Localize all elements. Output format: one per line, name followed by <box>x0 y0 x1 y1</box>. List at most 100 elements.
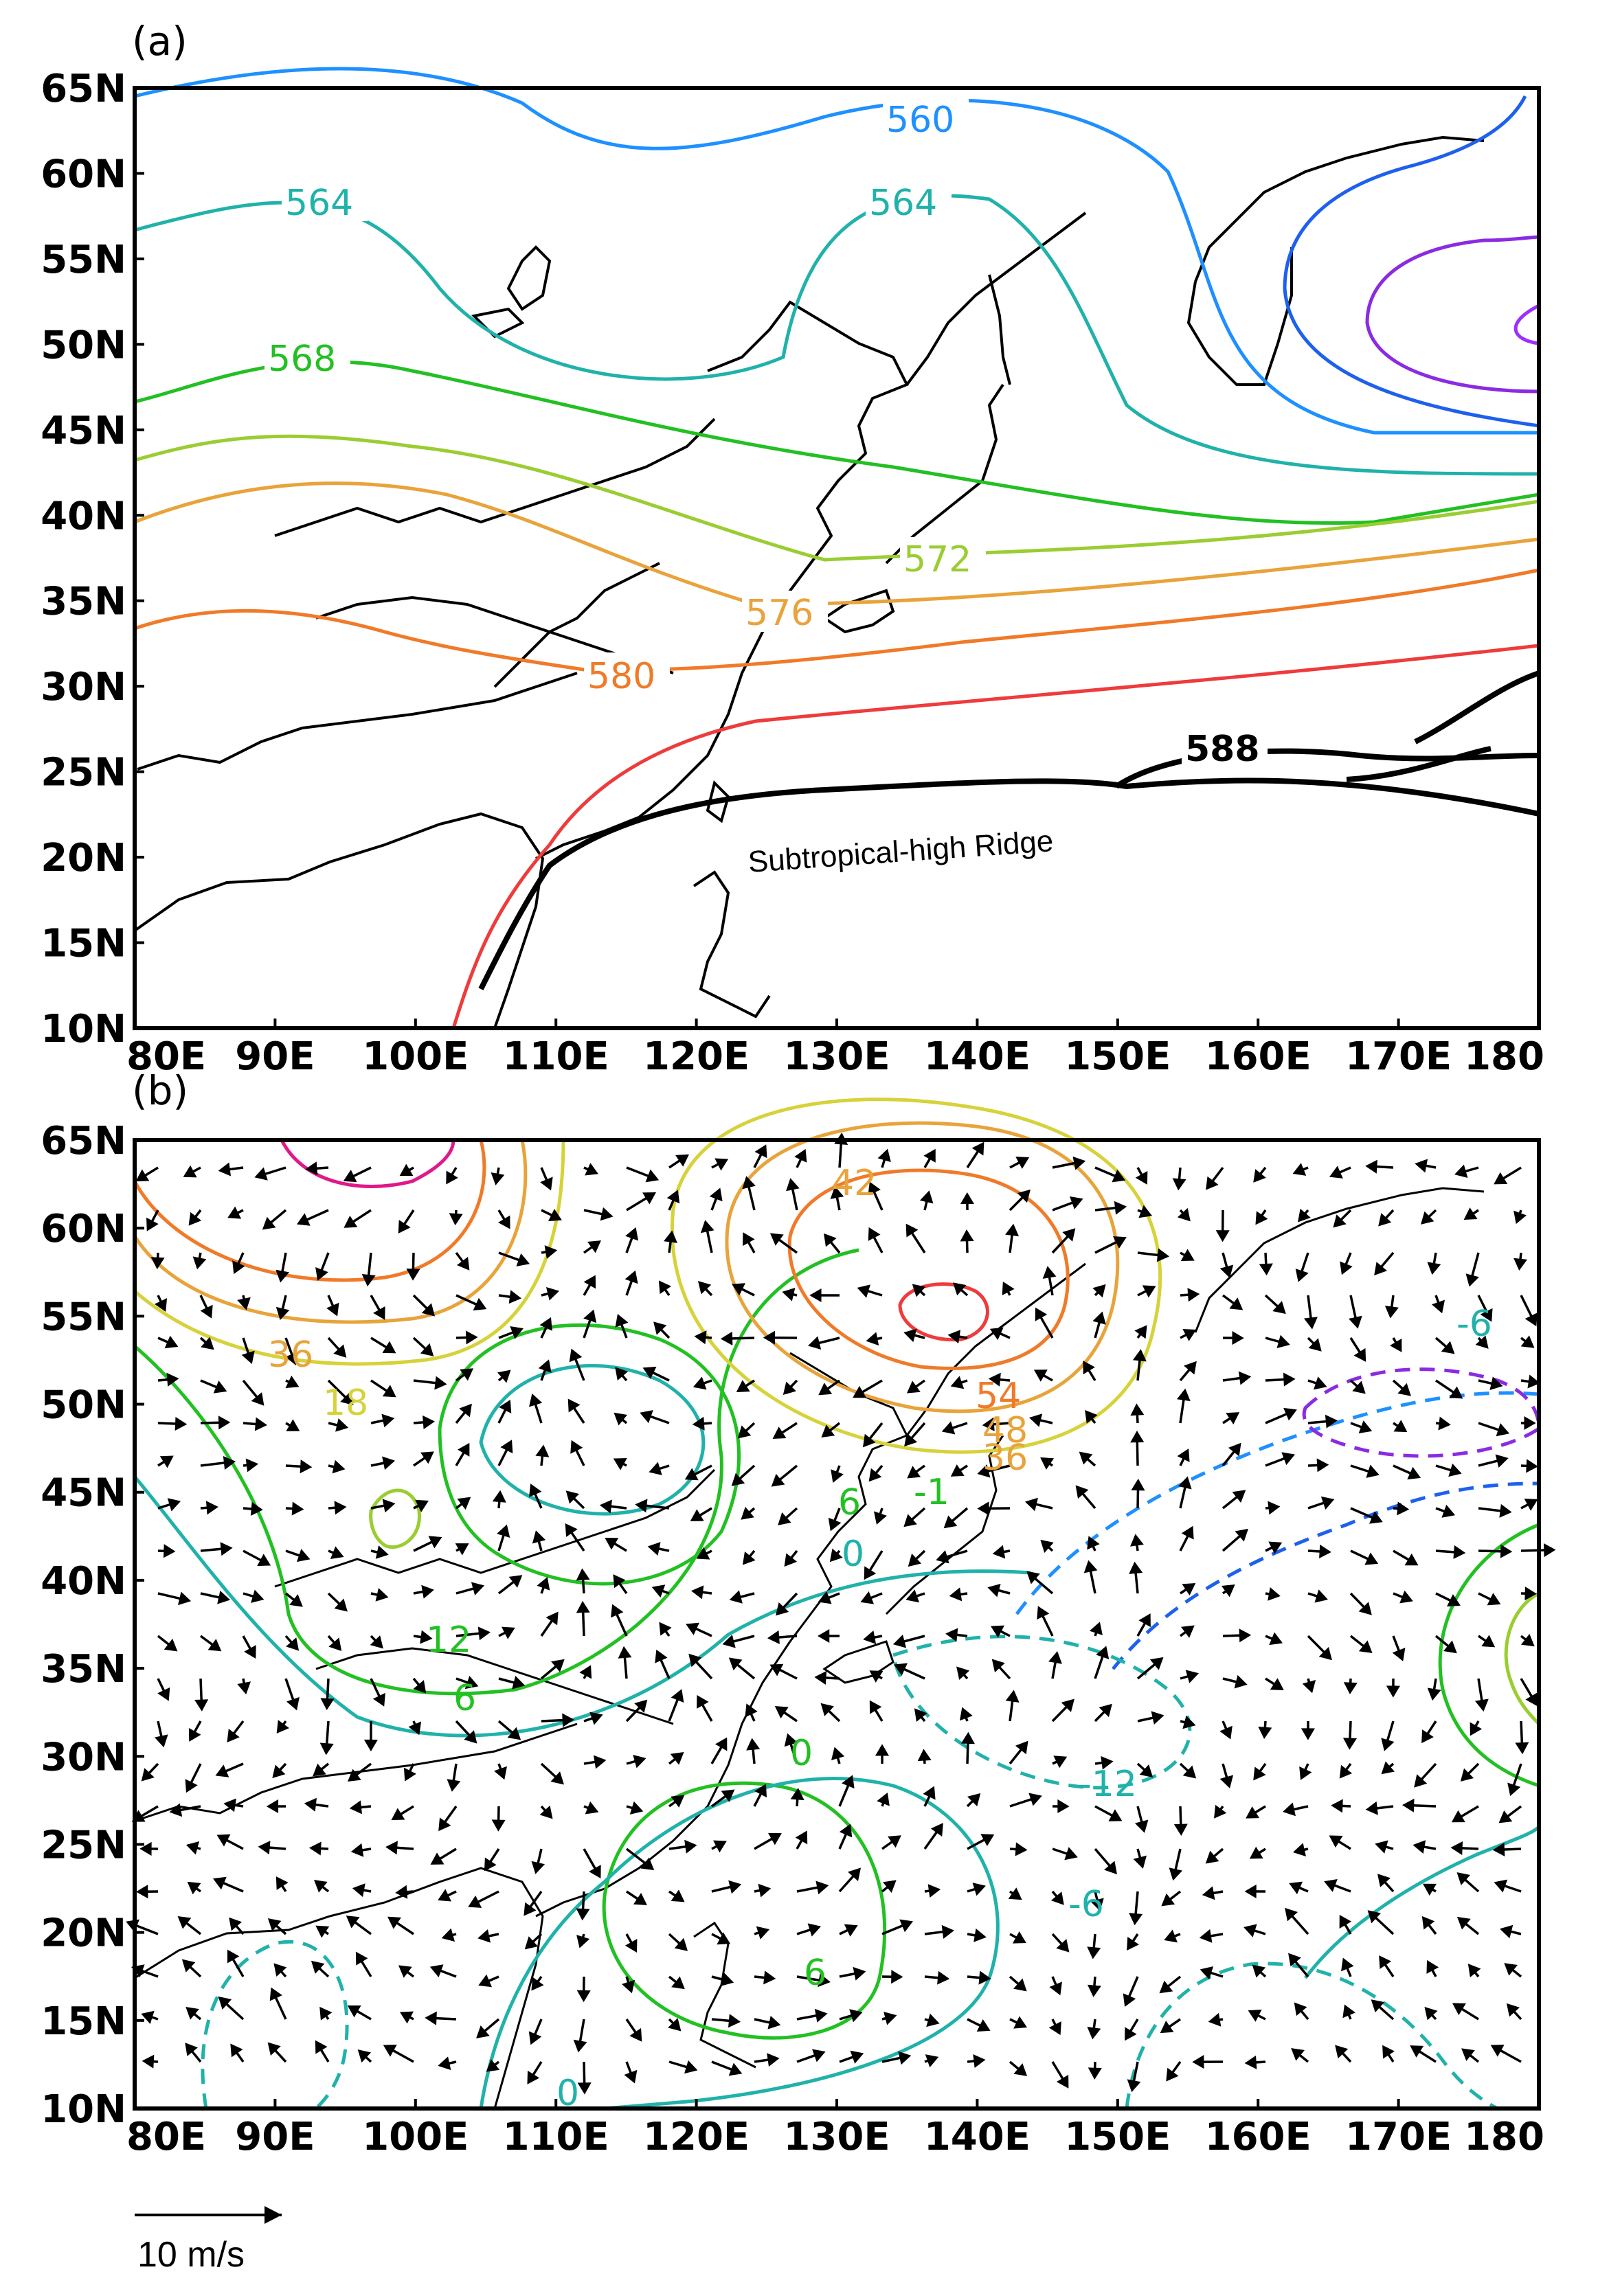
wind-vector-head <box>1441 1504 1456 1518</box>
lat-tick-label: 40N <box>41 1559 126 1604</box>
wind-vector-head <box>178 1591 192 1606</box>
wind-vector-head <box>618 1646 632 1659</box>
wind-vector-head <box>373 1306 385 1320</box>
wind-vector-head <box>251 1392 265 1406</box>
wind-vector-head <box>501 1626 515 1639</box>
wind-vector-head <box>361 1273 376 1287</box>
wind-vector-head <box>1129 1561 1143 1574</box>
wind-vector-head <box>1333 1214 1347 1228</box>
wind-vector-head <box>670 1752 684 1765</box>
lat-tick-label: 30N <box>41 665 126 709</box>
wind-vector-head <box>633 1892 647 1905</box>
wind-vector-head <box>1206 1176 1219 1190</box>
wind-vector-head <box>296 1549 311 1562</box>
lat-tick-label: 60N <box>41 1207 126 1251</box>
wind-vector-head <box>497 1369 511 1383</box>
wind-vector-head <box>250 1501 263 1516</box>
wind-vector-head <box>334 1501 347 1515</box>
wind-vector-head <box>1525 1692 1538 1707</box>
wind-vector-head <box>684 2060 698 2074</box>
wind-vector-head <box>141 2010 155 2024</box>
wind-vector-head <box>1040 1539 1054 1553</box>
wind-vector-head <box>977 1464 991 1478</box>
wind-vector-head <box>200 1304 213 1319</box>
wind-vector-head <box>809 1288 822 1303</box>
wind-vector-head <box>1313 1376 1327 1390</box>
contour-580 <box>134 568 1540 672</box>
wind-vector-head <box>477 1929 491 1943</box>
lon-tick-label: 130E <box>783 1034 890 1079</box>
wind-vector-head <box>1463 1207 1478 1220</box>
wind-vector-head <box>1339 1915 1352 1929</box>
wind-vector-head <box>1320 1496 1335 1510</box>
contour-low-outer <box>1283 95 1540 428</box>
wind-vector-head <box>1268 1587 1281 1601</box>
wind-vector-head <box>434 1376 447 1390</box>
wind-vector-head <box>1049 1981 1062 1996</box>
wind-vector-head <box>275 1269 290 1283</box>
wind-vector-head <box>776 1602 789 1616</box>
lon-tick-label: 80E <box>126 2115 206 2159</box>
wind-vector-head <box>1340 1261 1353 1275</box>
wind-vector-head <box>1498 1810 1513 1823</box>
wind-vector-head <box>655 1649 668 1663</box>
wind-vector-head <box>1386 1685 1400 1698</box>
clabel-b-neg6-ne: -6 <box>1456 1304 1492 1345</box>
wind-vector-head <box>1427 1687 1441 1701</box>
wind-vector-head <box>370 1635 383 1649</box>
wind-vector-head <box>600 1207 614 1221</box>
clabel-568: 568 <box>268 339 336 380</box>
wind-vector-head <box>507 1727 521 1740</box>
wind-vector-head <box>1083 1560 1098 1573</box>
wind-vector-head <box>1235 1528 1249 1542</box>
wind-vector-head <box>621 1979 635 1994</box>
wind-vector-head <box>866 1332 879 1346</box>
wind-vector-head <box>569 1348 583 1363</box>
wind-vector-head <box>510 1326 524 1339</box>
wind-vector-head <box>266 1799 279 1814</box>
wind-vector-head <box>1422 1883 1437 1896</box>
wind-vector-head <box>304 1797 317 1812</box>
wind-vector-head <box>528 2031 542 2045</box>
wind-vector-head <box>320 1698 335 1711</box>
wind-vector-head <box>684 1468 699 1481</box>
contour-b-ring1 <box>725 1121 1120 1413</box>
lon-tick-label: 80E <box>126 1034 206 1079</box>
wind-vector-head <box>1339 1764 1353 1779</box>
wind-vector-head <box>1253 1169 1266 1183</box>
wind-vector-head <box>1177 1448 1190 1462</box>
wind-vector-head <box>1125 2027 1137 2041</box>
wind-vector-head <box>1005 1690 1020 1703</box>
wind-vector-head <box>728 2062 743 2076</box>
wind-vector-head <box>950 1376 965 1389</box>
lon-tick-label: 180 <box>1464 2115 1544 2159</box>
wind-vector-head <box>1299 1766 1312 1780</box>
wind-vector-head <box>694 1330 707 1345</box>
wind-vector-head <box>159 1455 174 1468</box>
lat-tick-label: 25N <box>41 751 126 795</box>
wind-vector-head <box>1500 1924 1513 1939</box>
wind-vector-head <box>888 1835 901 1848</box>
wind-vector-head <box>868 1227 881 1241</box>
wind-vector-head <box>332 1459 346 1474</box>
wind-vector-head <box>758 1883 772 1898</box>
wind-vector-head <box>164 1335 179 1349</box>
clabel-b-48: 48 <box>982 1410 1028 1451</box>
wind-vector-head <box>313 1763 326 1777</box>
wind-vector-head <box>201 1337 214 1350</box>
wind-vector-head <box>1253 1766 1266 1781</box>
lon-tick-label: 110E <box>503 1034 609 1079</box>
wind-vector-head <box>455 1543 469 1556</box>
wind-vector-head <box>863 1630 877 1644</box>
wind-vector-head <box>532 1530 546 1544</box>
wind-vector-head <box>807 1923 821 1937</box>
wind-vector-head <box>1127 2079 1141 2093</box>
wind-vector-head <box>207 1639 222 1652</box>
wind-vector-head <box>721 1789 735 1802</box>
wind-vector-head <box>1453 1545 1466 1559</box>
wind-vector-head <box>1177 1207 1191 1222</box>
wind-vector-head <box>883 1880 897 1893</box>
wind-vector-head <box>139 1841 152 1856</box>
wind-vector-head <box>1475 1335 1489 1349</box>
wind-vector-head <box>774 1706 789 1719</box>
